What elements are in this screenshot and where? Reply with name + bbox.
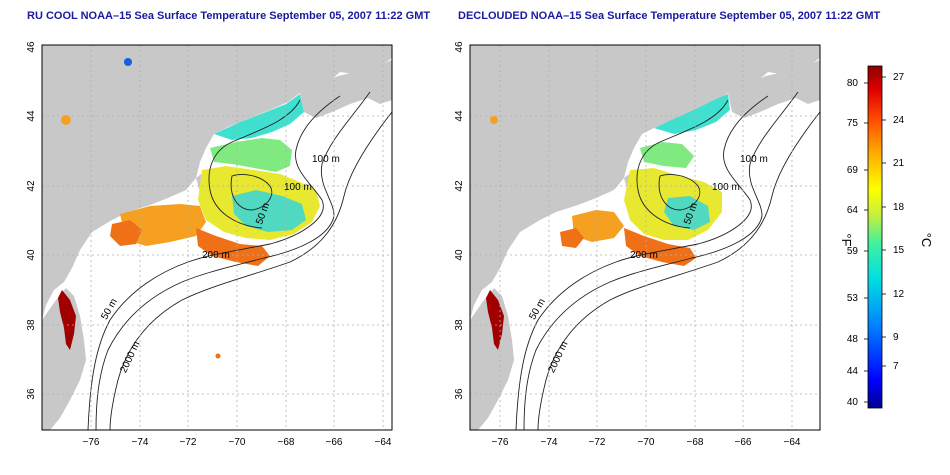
colorbar-f-label: 59 (847, 246, 859, 257)
right-contour-label-1: 100 m (740, 154, 768, 165)
colorbar-f-label: 64 (847, 205, 859, 216)
colorbar-c-label: 7 (893, 361, 899, 372)
left-y-tick: 42 (26, 180, 37, 192)
right-map-sst-orange-south (624, 228, 696, 266)
left-x-ticks: −76 −74 −72 −70 −68 −66 −64 (83, 437, 392, 448)
right-y-tick: 40 (454, 249, 465, 261)
colorbar-f-label: 44 (847, 366, 859, 377)
colorbar-gradient (867, 65, 883, 409)
right-map-nova-scotia (728, 60, 820, 118)
left-map-sst-orange-west (120, 204, 206, 246)
colorbar-c-label: 18 (893, 202, 905, 213)
left-map-chesapeake-sst (58, 290, 76, 350)
left-y-ticks: 46 44 42 40 38 36 (26, 41, 37, 400)
right-x-tick: −64 (784, 437, 801, 448)
colorbar-f-tick-marks (864, 82, 868, 403)
colorbar-f-label: 53 (847, 293, 859, 304)
colorbar-c-label: 12 (893, 289, 905, 300)
colorbar-f-label: 69 (847, 165, 859, 176)
left-x-tick: −64 (375, 437, 392, 448)
left-map-sst-orange-south (196, 228, 270, 266)
left-map-sst-orange-nj (110, 220, 142, 246)
colorbar-c-labels: 27 24 21 18 15 12 9 7 (893, 72, 905, 372)
left-contour-label-2: 100 m (284, 182, 312, 193)
colorbar-fahrenheit-unit: °F (839, 233, 854, 246)
colorbar-c-label: 21 (893, 158, 905, 169)
left-x-tick: −66 (326, 437, 343, 448)
left-y-tick: 36 (26, 388, 37, 400)
right-map (469, 44, 821, 431)
right-map-title: DECLOUDED NOAA–15 Sea Surface Temperatur… (458, 10, 881, 22)
colorbar-c-label: 15 (893, 245, 905, 256)
colorbar-f-label: 75 (847, 118, 859, 129)
right-y-tick: 36 (454, 388, 465, 400)
right-x-tick: −76 (492, 437, 509, 448)
right-map-sst-orange-west (572, 210, 624, 242)
right-y-tick: 38 (454, 319, 465, 331)
left-map-sst-teal (210, 138, 292, 172)
left-map-sst-cool-core (232, 190, 306, 232)
left-y-tick: 46 (26, 41, 37, 53)
right-map-sst-teal (640, 142, 694, 168)
colorbar-f-labels: 80 75 69 64 59 53 48 44 40 (847, 78, 859, 408)
left-contour-label-1: 100 m (312, 154, 340, 165)
right-map-sst-gulf-maine (654, 94, 730, 134)
right-x-tick: −66 (735, 437, 752, 448)
left-map-frame (41, 44, 393, 431)
colorbar-f-label: 40 (847, 397, 859, 408)
right-contour-label-2: 100 m (712, 182, 740, 193)
left-x-tick: −72 (180, 437, 197, 448)
left-map-nova-scotia (300, 60, 392, 118)
left-contour-label-4: 200 m (202, 250, 230, 261)
left-map-land (42, 45, 392, 320)
right-map-sst-orange-nj (560, 228, 584, 248)
right-x-tick: −68 (687, 437, 704, 448)
left-y-tick: 40 (26, 249, 37, 261)
right-x-tick: −72 (589, 437, 606, 448)
left-map-sst-spot-blue (124, 58, 132, 66)
left-y-tick: 44 (26, 110, 37, 122)
colorbar-c-label: 27 (893, 72, 905, 83)
right-y-tick: 44 (454, 110, 465, 122)
right-map-sst-cool-core (664, 196, 710, 230)
left-map-sst-spot (61, 115, 71, 125)
colorbar-c-label: 24 (893, 115, 905, 126)
left-map-contours (87, 91, 393, 431)
right-contour-label-4: 200 m (630, 250, 658, 261)
right-map-land (470, 45, 820, 320)
right-x-tick: −74 (541, 437, 558, 448)
colorbar-f-label: 80 (847, 78, 859, 89)
right-y-tick: 42 (454, 180, 465, 192)
colorbar-c-tick-marks (882, 76, 886, 367)
colorbar-c-label: 9 (893, 332, 899, 343)
colorbar-f-label: 48 (847, 334, 859, 345)
right-y-ticks: 46 44 42 40 38 36 (454, 41, 465, 400)
right-y-tick: 46 (454, 41, 465, 53)
colorbar-celsius-unit: °C (919, 233, 934, 248)
left-map-title: RU COOL NOAA–15 Sea Surface Temperature … (27, 10, 431, 22)
right-map-frame (469, 44, 821, 431)
left-y-tick: 38 (26, 319, 37, 331)
right-map-grid (470, 45, 820, 430)
right-x-ticks: −76 −74 −72 −70 −68 −66 −64 (492, 437, 801, 448)
left-map-grid (42, 45, 392, 430)
colorbar: 80 75 69 64 59 53 48 44 40 27 24 21 18 1… (839, 65, 934, 409)
left-x-tick: −70 (229, 437, 246, 448)
left-map-sst-gulf-maine (214, 94, 304, 140)
left-x-tick: −76 (83, 437, 100, 448)
left-map (41, 44, 393, 431)
right-map-contours (515, 91, 821, 431)
left-map-sst-spot-south (215, 353, 221, 359)
right-map-sst-spot (490, 116, 498, 124)
left-x-tick: −74 (132, 437, 149, 448)
right-map-chesapeake-sst (486, 290, 504, 350)
right-x-tick: −70 (638, 437, 655, 448)
left-x-tick: −68 (278, 437, 295, 448)
